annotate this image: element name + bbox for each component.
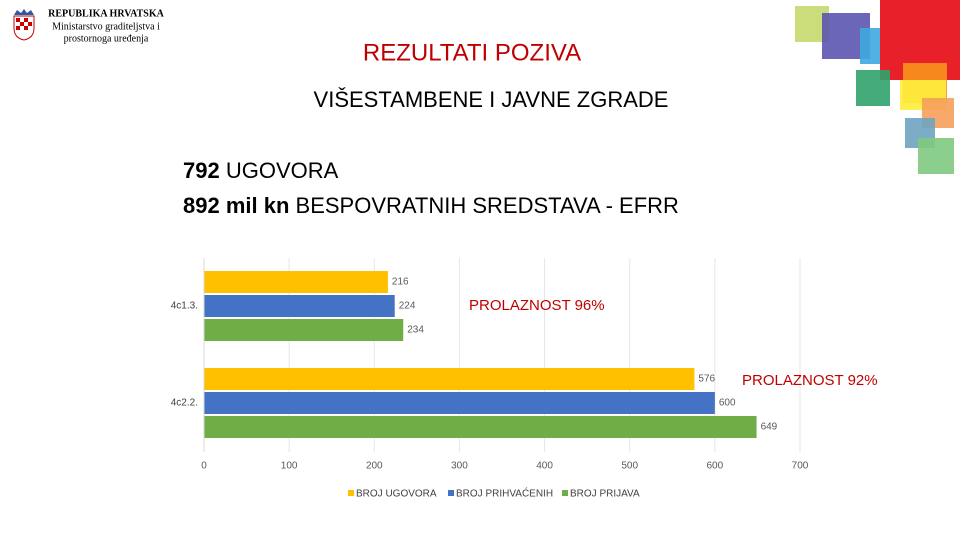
- data-label: 234: [407, 325, 424, 336]
- x-tick-label: 300: [451, 461, 468, 472]
- data-label: 216: [392, 277, 409, 288]
- legend-label: BROJ UGOVORA: [356, 489, 437, 500]
- annotation: PROLAZNOST 96%: [469, 297, 605, 314]
- bar: [204, 319, 404, 341]
- y-tick-label: 4c2.2.: [171, 398, 198, 409]
- legend-swatch: [562, 490, 568, 496]
- x-tick-label: 200: [366, 461, 383, 472]
- x-tick-label: 700: [792, 461, 809, 472]
- data-label: 600: [719, 398, 736, 409]
- data-label: 224: [399, 301, 416, 312]
- annotation: PROLAZNOST 92%: [742, 372, 878, 389]
- bar: [204, 416, 757, 438]
- subtitle: VIŠESTAMBENE I JAVNE ZGRADE: [314, 87, 669, 112]
- summary-line: 892 mil kn BESPOVRATNIH SREDSTAVA - EFRR: [183, 193, 679, 218]
- bar: [204, 295, 395, 317]
- decoration: [795, 0, 960, 174]
- bar: [204, 368, 695, 390]
- legend-label: BROJ PRIJAVA: [570, 489, 640, 500]
- x-tick-label: 400: [536, 461, 553, 472]
- country: REPUBLIKA HRVATSKA: [48, 8, 164, 19]
- title: REZULTATI POZIVA: [363, 39, 581, 66]
- ministry: prostornoga uređenja: [64, 33, 149, 44]
- y-tick-label: 4c1.3.: [171, 301, 198, 312]
- legend-swatch: [448, 490, 454, 496]
- legend-label: BROJ PRIHVAĆENIH: [456, 487, 553, 500]
- legend-swatch: [348, 490, 354, 496]
- x-tick-label: 600: [707, 461, 724, 472]
- crest: [13, 9, 35, 41]
- summary-text: BESPOVRATNIH SREDSTAVA - EFRR: [296, 193, 679, 218]
- summary-line: 792 UGOVORA: [183, 158, 339, 183]
- summary-number: 792: [183, 158, 220, 183]
- summary-number: 892 mil kn: [183, 193, 289, 218]
- x-tick-label: 0: [201, 461, 207, 472]
- ministry: Ministarstvo graditeljstva i: [52, 21, 160, 32]
- bar: [204, 271, 388, 293]
- data-label: 649: [761, 422, 778, 433]
- x-tick-label: 500: [621, 461, 638, 472]
- x-tick-label: 100: [281, 461, 298, 472]
- bar: [204, 392, 715, 414]
- data-label: 576: [698, 374, 715, 385]
- summary-text: UGOVORA: [226, 158, 339, 183]
